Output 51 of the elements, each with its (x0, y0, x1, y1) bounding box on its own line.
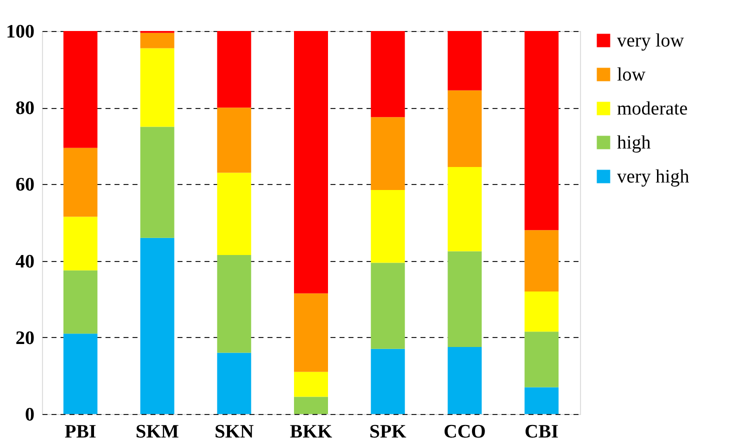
bar (63, 270, 98, 334)
bar (217, 352, 252, 414)
bar (448, 166, 482, 252)
y-tick-label: 0 (25, 404, 34, 426)
bar (294, 293, 328, 372)
bar (524, 230, 559, 292)
y-tick-label: 40 (16, 251, 34, 272)
bar (524, 332, 559, 388)
bar (370, 262, 405, 349)
bar (294, 31, 328, 294)
bar (140, 32, 174, 48)
legend-label: very low (617, 30, 684, 52)
bar (524, 387, 559, 414)
bar (370, 117, 405, 190)
x-tick-label: CCO (444, 422, 486, 442)
x-tick-label: SKM (136, 422, 179, 442)
bar (370, 348, 405, 414)
bar (217, 31, 252, 108)
x-tick-label: SKN (214, 422, 254, 442)
bar (140, 126, 174, 238)
y-tick-label: 100 (6, 22, 34, 42)
bar (63, 216, 98, 270)
bar (524, 31, 559, 230)
legend-label: moderate (617, 98, 688, 120)
legend-label: very high (617, 166, 690, 188)
x-tick-label: BKK (290, 422, 332, 442)
bar (448, 251, 482, 347)
x-tick-label: CBI (524, 422, 558, 442)
y-tick-label: 80 (16, 98, 34, 120)
bar (370, 31, 405, 118)
bar (294, 396, 328, 414)
bar (370, 190, 405, 263)
bar (448, 90, 482, 167)
bar (217, 255, 252, 353)
x-tick-label: SPK (369, 422, 407, 442)
bar (448, 346, 482, 414)
y-tick-label: 60 (16, 174, 34, 196)
bar (217, 172, 252, 256)
legend-label: low (617, 64, 646, 86)
bar (63, 31, 98, 148)
bar (524, 291, 559, 332)
bar (63, 148, 98, 217)
bar (140, 48, 174, 127)
bar (294, 372, 328, 397)
bar (63, 334, 98, 414)
bar (140, 238, 174, 414)
x-tick-label: PBI (64, 422, 96, 442)
bar (448, 31, 482, 90)
legend-label: high (617, 132, 652, 154)
bar (217, 108, 252, 173)
y-tick-label: 20 (16, 328, 34, 349)
